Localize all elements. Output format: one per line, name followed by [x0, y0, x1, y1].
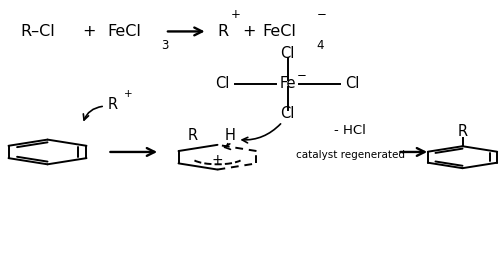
- Text: +: +: [124, 89, 132, 99]
- Text: +: +: [242, 24, 256, 39]
- Text: catalyst regenerated: catalyst regenerated: [296, 150, 405, 160]
- Text: Cl: Cl: [280, 106, 294, 122]
- Text: +: +: [231, 8, 241, 21]
- Text: Cl: Cl: [346, 76, 360, 91]
- Text: Cl: Cl: [280, 46, 294, 61]
- Text: R: R: [188, 128, 198, 143]
- Text: - HCl: - HCl: [334, 124, 366, 138]
- Text: Cl: Cl: [216, 76, 230, 91]
- Text: FeCl: FeCl: [108, 24, 142, 39]
- Text: +: +: [212, 153, 224, 167]
- Text: R: R: [458, 124, 468, 139]
- Text: −: −: [316, 8, 326, 21]
- Text: +: +: [82, 24, 96, 39]
- Text: −: −: [296, 69, 306, 83]
- Text: R: R: [108, 97, 118, 112]
- Text: R–Cl: R–Cl: [20, 24, 55, 39]
- Text: FeCl: FeCl: [262, 24, 296, 39]
- Text: H: H: [224, 128, 235, 143]
- Text: 4: 4: [316, 39, 324, 52]
- Text: Fe: Fe: [279, 76, 296, 91]
- Text: R: R: [218, 24, 228, 39]
- Text: 3: 3: [162, 39, 169, 52]
